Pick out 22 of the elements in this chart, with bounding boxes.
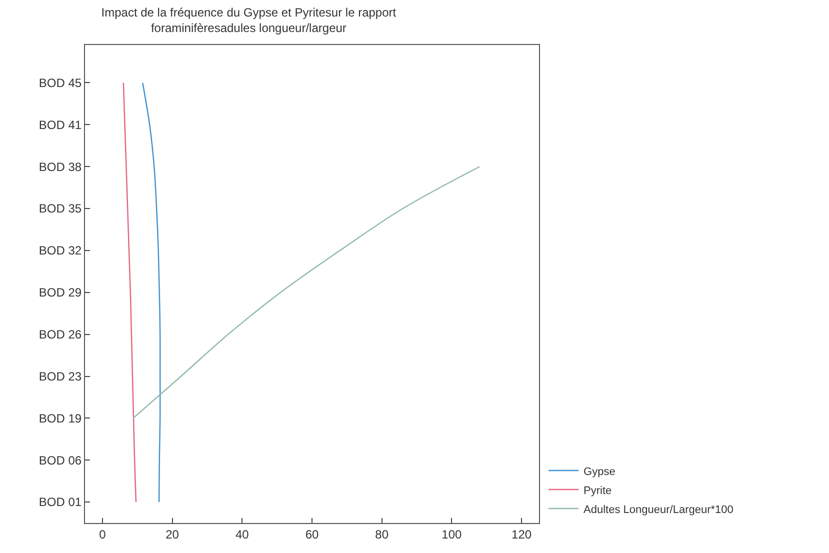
- x-tick-label: 80: [375, 527, 389, 542]
- y-tick-label: BOD 29: [38, 286, 82, 300]
- y-tick-label: BOD 45: [38, 76, 82, 90]
- y-tick-label: BOD 35: [38, 202, 82, 216]
- chart-title: Impact de la fréquence du Gypse et Pyritesur le rapport foraminifèresadules longueur/largeur: [101, 6, 397, 36]
- x-tick-label: 20: [166, 527, 180, 542]
- y-tick-label: BOD 38: [38, 160, 82, 174]
- legend-label: Gypse: [584, 466, 616, 478]
- y-tick-label: BOD 06: [38, 453, 82, 468]
- x-tick-label: 60: [305, 527, 319, 542]
- y-tick-label: BOD 19: [38, 411, 82, 426]
- y-tick-label: BOD 26: [38, 328, 82, 342]
- x-tick-label: 120: [512, 527, 532, 542]
- y-tick-label: BOD 23: [38, 369, 82, 384]
- x-tick-label: 100: [442, 527, 462, 542]
- legend-label: Pyrite: [584, 484, 612, 497]
- y-tick-label: BOD 41: [38, 118, 82, 132]
- legend-label: Adultes Longueur/Largeur*100: [584, 504, 734, 516]
- y-tick-label: BOD 32: [38, 244, 82, 258]
- y-tick-label: BOD 01: [38, 495, 82, 510]
- x-tick-label: 40: [235, 527, 250, 542]
- x-tick-label: 0: [99, 527, 106, 542]
